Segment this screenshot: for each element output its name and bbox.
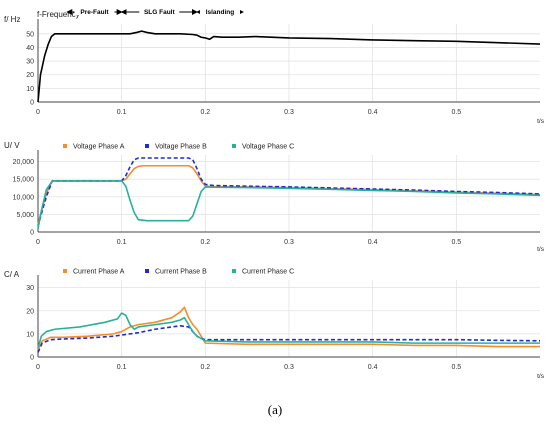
y-tick-label: 15,000 xyxy=(13,177,35,184)
x-tick-label: 0.4 xyxy=(368,239,378,246)
x-tick-label: 0.2 xyxy=(200,109,210,116)
x-tick-label: 0.2 xyxy=(200,364,210,371)
x-tick-label: 0 xyxy=(36,109,40,116)
y-tick-label: 10 xyxy=(26,86,34,93)
x-tick-label: 0.1 xyxy=(117,109,127,116)
voltage-chart: 0 5,000 10,000 15,000 20,000 0 0.1 0.2 0.3 0.4 0.5… xyxy=(4,141,545,253)
y-tick-label: 0 xyxy=(30,100,34,107)
y-tick-label: 0 xyxy=(30,230,34,237)
legend-swatch xyxy=(232,269,236,273)
legend-swatch xyxy=(63,144,67,148)
y-tick-label: 50 xyxy=(26,31,34,38)
frequency-chart: 0 10 20 30 40 50 0 0.1 0.2 0.3 0.4 0.5 f/ Hz t/s f-Fre… xyxy=(4,5,545,125)
x-tick-label: 0.1 xyxy=(117,239,127,246)
annotation-bg xyxy=(74,5,115,15)
annotation-label: Islanding xyxy=(206,9,235,16)
x-tick-label: 0.2 xyxy=(200,239,210,246)
y-tick-label: 10 xyxy=(26,331,34,338)
x-axis-label: t/s xyxy=(537,246,545,253)
legend-label: Voltage Phase A xyxy=(73,144,125,151)
x-tick-label: 0.5 xyxy=(451,239,461,246)
series-line-3 xyxy=(37,180,541,229)
series-line-1 xyxy=(37,30,541,103)
y-tick-label: 20 xyxy=(26,72,34,79)
x-tick-label: 0.4 xyxy=(368,109,378,116)
x-tick-label: 0.1 xyxy=(117,364,127,371)
legend-label: Voltage Phase B xyxy=(155,144,207,151)
x-tick-label: 0.3 xyxy=(284,239,294,246)
series-line-2 xyxy=(37,324,541,353)
x-tick-label: 0.3 xyxy=(284,109,294,116)
x-axis-label: t/s xyxy=(537,118,545,125)
y-tick-label: 20,000 xyxy=(13,159,35,166)
y-tick-label: 0 xyxy=(30,355,34,362)
y-tick-label: 40 xyxy=(26,45,34,52)
y-axis-label: C/ A xyxy=(4,270,20,279)
figure-caption: (a) xyxy=(267,402,283,417)
legend-label: Voltage Phase C xyxy=(242,144,294,151)
current-chart: 0 10 20 30 0 0.1 0.2 0.3 0.4 0.5 C/ A t/s Current Ph… xyxy=(4,269,545,381)
y-tick-label: 20 xyxy=(26,308,34,315)
legend-swatch xyxy=(145,269,149,273)
legend-label: Current Phase C xyxy=(242,269,294,276)
x-tick-label: 0.5 xyxy=(451,364,461,371)
x-axis-label: t/s xyxy=(537,373,545,380)
series-line-1 xyxy=(37,306,540,351)
y-tick-label: 30 xyxy=(26,285,34,292)
y-tick-label: 10,000 xyxy=(13,194,35,201)
annotation-label: Pre-Fault xyxy=(80,9,109,16)
legend-label: Current Phase B xyxy=(155,269,207,276)
legend-label: Current Phase A xyxy=(73,269,125,276)
legend-swatch xyxy=(232,144,236,148)
annotation-bg xyxy=(199,5,240,15)
legend-label: f-Frequency xyxy=(37,10,80,19)
y-tick-label: 5,000 xyxy=(16,212,34,219)
y-tick-label: 30 xyxy=(26,59,34,66)
x-tick-label: 0.4 xyxy=(368,364,378,371)
y-axis-label: U/ V xyxy=(4,141,20,150)
x-tick-label: 0 xyxy=(36,364,40,371)
series-line-3 xyxy=(37,312,540,348)
legend-swatch xyxy=(63,269,67,273)
figure: 0 10 20 30 40 50 0 0.1 0.2 0.3 0.4 0.5 f/ Hz t/s f-Fre… xyxy=(4,5,545,381)
legend-swatch xyxy=(145,144,149,148)
annotation-bg xyxy=(139,5,180,15)
x-tick-label: 0 xyxy=(36,239,40,246)
x-tick-label: 0.5 xyxy=(451,109,461,116)
annotation-label: SLG Fault xyxy=(144,9,176,16)
y-axis-label: f/ Hz xyxy=(4,15,20,24)
x-tick-label: 0.3 xyxy=(284,364,294,371)
